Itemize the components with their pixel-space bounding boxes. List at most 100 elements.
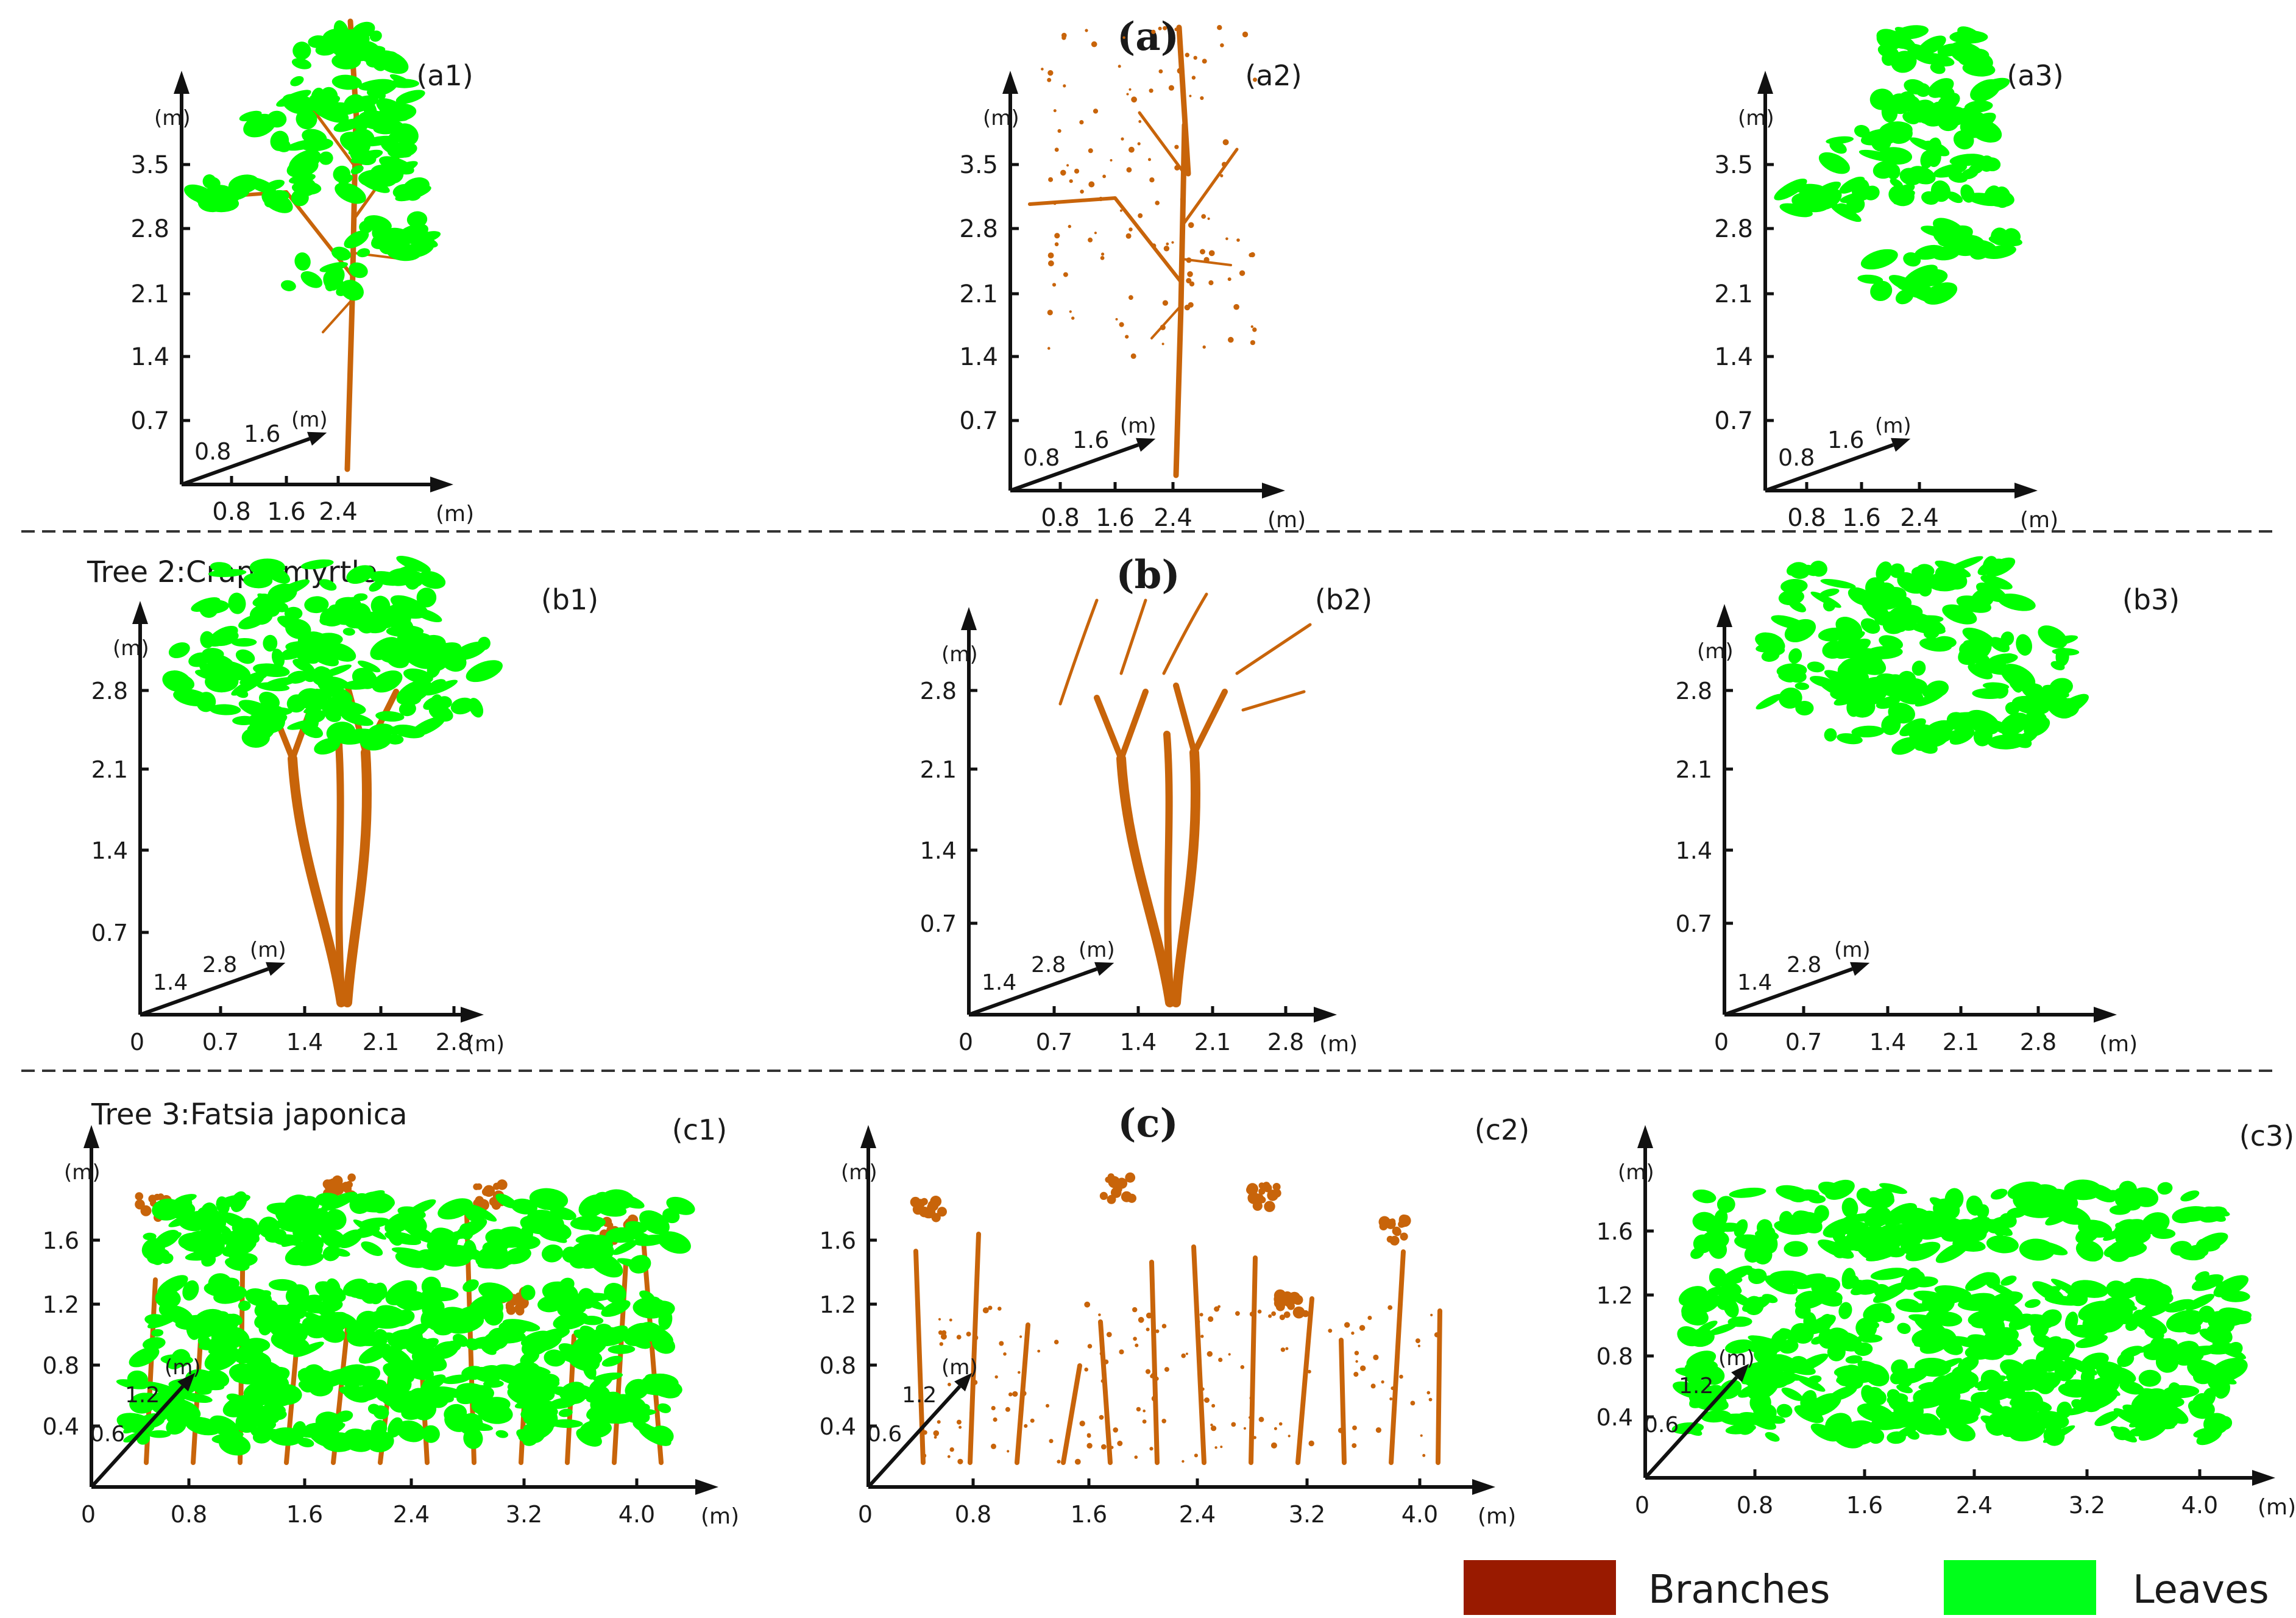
leaf-cluster xyxy=(280,246,368,301)
x-tick-label: 2.1 xyxy=(1194,1029,1231,1056)
y-tick-label: 1.4 xyxy=(130,343,169,371)
y-tick-label: 1.2 xyxy=(43,1291,79,1318)
x-tick-label: 2.4 xyxy=(319,498,358,526)
leaf-cluster xyxy=(411,1276,526,1372)
x-tick-label: 2.8 xyxy=(2020,1029,2057,1056)
leaf-cluster xyxy=(1818,112,2002,174)
stem xyxy=(1118,689,1149,762)
y-unit: (m) xyxy=(113,636,149,661)
origin-label: 0 xyxy=(130,1029,144,1056)
y-tick-label: 2.1 xyxy=(130,280,169,308)
x-tick-label: 2.8 xyxy=(1267,1029,1304,1056)
panel-label: (b2) xyxy=(1315,583,1372,616)
depth-tick-label: 1.4 xyxy=(982,970,1016,995)
depth-axis xyxy=(1643,1375,1738,1480)
x-tick-label: 4.0 xyxy=(2181,1492,2218,1519)
leaf-cluster xyxy=(1774,176,1880,222)
panel-a1: (a1) (m) (m) (m) 0.7 1.4 2.1 2.8 3.5 0.8 1.6 2.4 0.8… xyxy=(130,18,474,527)
x-unit: (m) xyxy=(466,1032,505,1057)
x-tick-label: 0.8 xyxy=(1787,504,1826,532)
legend-leaves-label: Leaves xyxy=(2133,1567,2269,1613)
leaf-cluster xyxy=(191,556,446,647)
stem xyxy=(1171,748,1201,1007)
depth-tick-label: 1.6 xyxy=(1827,427,1864,453)
branch xyxy=(1150,307,1180,339)
section-label-b: (b) xyxy=(1116,552,1180,598)
x-unit: (m) xyxy=(1267,508,1306,533)
x-tick-label: 0.8 xyxy=(1041,504,1080,532)
stem xyxy=(1191,689,1228,756)
panel-label: (a2) xyxy=(1245,59,1302,92)
y-tick-label: 2.8 xyxy=(1714,215,1753,243)
x-tick-label: 0.7 xyxy=(1036,1029,1072,1056)
x-tick-label: 0.8 xyxy=(171,1501,207,1528)
depth-tick-label: 1.6 xyxy=(244,420,280,447)
leaf-cluster xyxy=(1843,1183,1970,1263)
leaf-cluster xyxy=(391,1198,516,1271)
y-unit: (m) xyxy=(1618,1160,1654,1185)
stem xyxy=(1173,683,1197,756)
panel-b3: (b3) (m) (m) (m) 0.7 1.4 2.1 2.8 0.7 1.4 2.1 2.8 1.4… xyxy=(1676,556,2180,1057)
panel-label: (c3) xyxy=(2239,1119,2294,1152)
leaf-cluster xyxy=(1914,218,2022,261)
stem xyxy=(1116,754,1175,1007)
panel-b1: (b1) (m) (m) (m) 0.7 1.4 2.1 2.8 0.7 1.4 2.1 2.8 1.4… xyxy=(91,556,598,1057)
twig xyxy=(1241,690,1306,712)
panel-b2: (b2) (m) (m) (m) 0.7 1.4 2.1 2.8 0.7 1.4 2.1 2.8 1.4… xyxy=(920,583,1373,1057)
leaf-cluster xyxy=(475,1188,606,1268)
leaf-cluster xyxy=(1738,1349,1841,1442)
y-tick-label: 1.4 xyxy=(959,343,998,371)
origin-label: 0 xyxy=(81,1501,96,1528)
depth-axis xyxy=(866,1385,962,1489)
trunk xyxy=(1173,24,1191,478)
origin-label: 0 xyxy=(1635,1492,1649,1519)
leaf-cluster xyxy=(1974,1276,2083,1361)
depth-tick-label: 2.8 xyxy=(1787,953,1821,978)
depth-axis xyxy=(1723,967,1854,1017)
inflorescence xyxy=(910,1172,1411,1319)
depth-tick-label: 0.8 xyxy=(1023,444,1060,471)
x-tick-label: 2.4 xyxy=(1179,1501,1216,1528)
x-tick-label: 3.2 xyxy=(1289,1501,1325,1528)
x-tick-label: 2.4 xyxy=(393,1501,430,1528)
depth-tick-label: 0.8 xyxy=(1778,444,1815,471)
x-unit: (m) xyxy=(1478,1504,1516,1529)
origin-label: 0 xyxy=(1714,1029,1729,1056)
depth-axis xyxy=(968,967,1098,1017)
x-tick-label: 1.6 xyxy=(1071,1501,1107,1528)
branch xyxy=(309,105,358,169)
section-label-a: (a) xyxy=(1117,14,1179,60)
y-tick-label: 0.8 xyxy=(1596,1343,1633,1370)
panel-a2: (a2) (m) (m) (m) 0.7 1.4 2.1 2.8 3.5 0.8 1.6 2.4 0.8… xyxy=(959,24,1306,533)
x-unit: (m) xyxy=(701,1504,739,1529)
y-tick-label: 0.8 xyxy=(43,1352,79,1379)
depth-tick-label: 1.4 xyxy=(153,970,188,995)
panel-a3: (a3) (m) (m) (m) 0.7 1.4 2.1 2.8 3.5 0.8 1.6 2.4 0.8… xyxy=(1714,25,2064,533)
x-tick-label: 2.4 xyxy=(1153,504,1192,532)
stem xyxy=(1061,1363,1082,1465)
panel-c3: (c3) (m) (m) (m) 0.4 0.8 1.2 1.6 0.8 1.6 2.4 3.2 4.0… xyxy=(1596,1119,2296,1520)
x-tick-label: 1.4 xyxy=(1869,1029,1906,1056)
depth-tick-label: 1.6 xyxy=(1072,427,1109,453)
leaf-cluster xyxy=(2002,1350,2097,1446)
leaf-cluster xyxy=(567,1283,676,1372)
panel-label: (a3) xyxy=(2007,59,2063,92)
depth-tick-label: 2.8 xyxy=(202,953,237,978)
y-tick-label: 0.7 xyxy=(1676,910,1712,937)
twig xyxy=(1119,598,1147,675)
y-tick-label: 0.7 xyxy=(1714,407,1753,435)
branch-points xyxy=(922,1301,1440,1465)
branch-cloud xyxy=(1028,24,1257,478)
stem xyxy=(1163,731,1174,994)
y-tick-label: 1.6 xyxy=(43,1227,79,1254)
y-tick-label: 0.7 xyxy=(959,407,998,435)
branch-cloud xyxy=(910,1172,1442,1465)
y-tick-label: 1.6 xyxy=(820,1227,856,1254)
x-tick-label: 2.1 xyxy=(363,1029,399,1056)
y-tick-label: 1.2 xyxy=(820,1291,856,1318)
leaf-cluster xyxy=(2137,1271,2252,1361)
y-tick-label: 1.4 xyxy=(1676,837,1712,864)
stem xyxy=(1249,1255,1258,1465)
leaf-cluster xyxy=(286,149,431,207)
depth-tick-label: 0.6 xyxy=(867,1422,902,1447)
